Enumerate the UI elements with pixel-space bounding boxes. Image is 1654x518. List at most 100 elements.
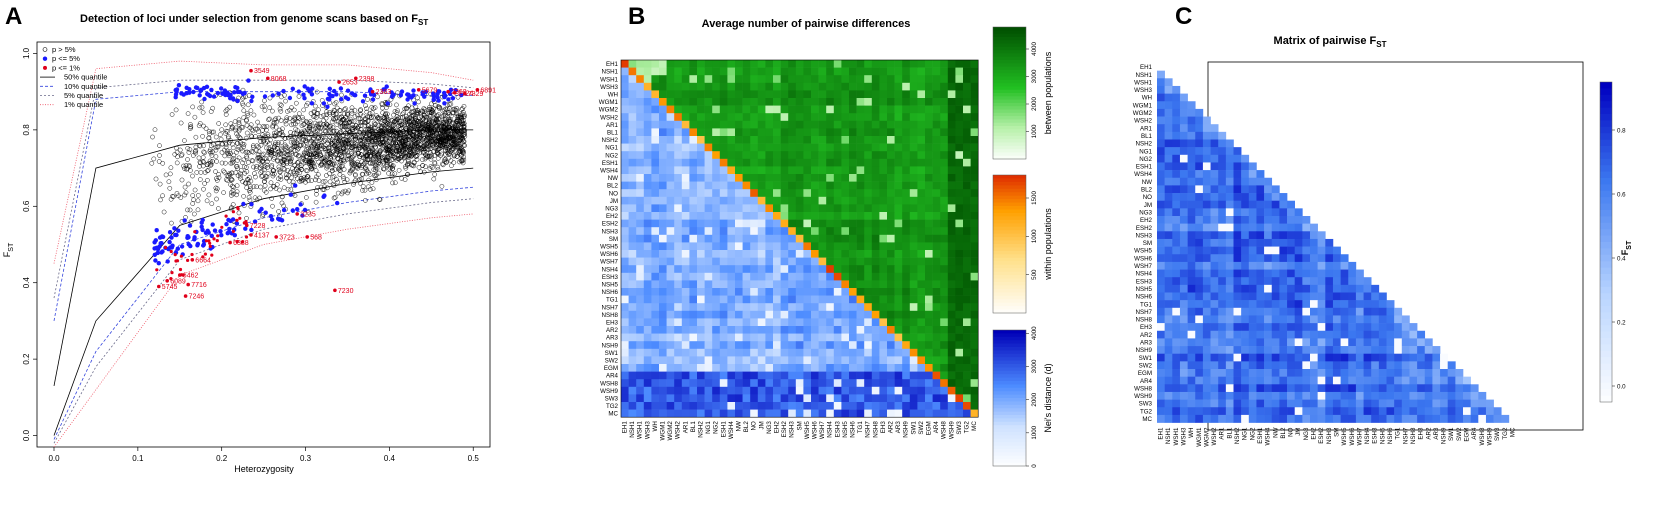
heatmap-cell [849, 341, 857, 350]
heatmap-cell [925, 234, 933, 243]
heatmap-cell [727, 204, 736, 213]
neutral-locus-point [234, 192, 239, 198]
heatmap-cell [818, 181, 827, 190]
heatmap-cell [674, 371, 683, 380]
heatmap-cell [757, 303, 766, 312]
neutral-locus-point [149, 160, 155, 166]
heatmap-cell [727, 318, 736, 327]
heatmap-cell [674, 280, 683, 289]
heatmap-cell [773, 303, 781, 312]
neutral-locus-point [208, 160, 214, 166]
neutral-locus-point [282, 167, 287, 173]
heatmap-cell [871, 280, 880, 289]
heatmap-cell [765, 288, 774, 296]
heatmap-cell [636, 189, 645, 198]
heatmap-cell [818, 326, 827, 334]
heatmap-cell [727, 98, 736, 106]
heatmap-cell [856, 98, 865, 106]
heatmap-cell [932, 120, 941, 129]
heatmap-cell [902, 333, 911, 342]
heatmap-cell [628, 174, 637, 182]
heatmap-cell [811, 204, 819, 213]
neutral-locus-point [335, 119, 341, 125]
heatmap-cell [811, 265, 819, 274]
outlier-1pct-point [208, 241, 212, 245]
heatmap-cell [750, 82, 759, 91]
neutral-locus-point [195, 207, 201, 213]
heatmap-cell [742, 151, 751, 160]
heatmap-cell [856, 90, 865, 99]
heatmap-cell [841, 120, 850, 129]
heatmap-cell [955, 113, 964, 122]
heatmap-cell [955, 227, 964, 236]
heatmap-cell [864, 189, 873, 198]
neutral-locus-point [197, 105, 203, 111]
heatmap-cell [742, 136, 751, 144]
heatmap-cell [902, 166, 911, 175]
heatmap-cell [643, 341, 652, 350]
x-tick-label: 0.1 [132, 454, 144, 463]
heatmap-cell [909, 196, 918, 205]
heatmap-cell [788, 333, 797, 342]
heatmap-cell [955, 288, 964, 296]
heatmap-cell [841, 227, 850, 236]
neutral-locus-point [233, 127, 238, 133]
heatmap-cell [932, 227, 941, 236]
heatmap-cell [757, 181, 766, 190]
heatmap-cell [856, 67, 865, 76]
heatmap-cell [628, 212, 637, 220]
heatmap-cell [963, 151, 971, 160]
neutral-locus-point [330, 125, 336, 131]
neutral-locus-point [317, 151, 322, 156]
neutral-locus-point [402, 106, 408, 112]
heatmap-cell [932, 341, 941, 350]
heatmap-cell [735, 204, 743, 213]
heatmap-cell [932, 189, 941, 198]
heatmap-cell [628, 295, 637, 304]
heatmap-cell [757, 120, 766, 129]
heatmap-cell [636, 333, 645, 342]
neutral-locus-point [329, 165, 335, 171]
heatmap-cell [879, 166, 888, 175]
heatmap-cell [735, 75, 743, 84]
heatmap-cell [727, 371, 736, 380]
heatmap-cell [628, 310, 637, 319]
heatmap-cell [735, 326, 743, 334]
neutral-locus-point [409, 105, 415, 111]
neutral-locus-point [195, 198, 201, 204]
heatmap-cell [727, 82, 736, 91]
heatmap-cell [742, 356, 751, 365]
neutral-locus-point [373, 167, 378, 173]
neutral-locus-point [362, 187, 368, 193]
neutral-locus-point [382, 123, 388, 129]
heatmap-cell [833, 189, 842, 198]
heatmap-cell [833, 288, 842, 296]
heatmap-cell [795, 234, 804, 243]
heatmap-cell [841, 379, 850, 388]
heatmap-cell [697, 120, 705, 129]
heatmap-cell [963, 98, 971, 106]
heatmap-cell [947, 356, 956, 365]
neutral-locus-point [176, 193, 181, 199]
heatmap-cell [833, 82, 842, 91]
heatmap-cell [902, 234, 911, 243]
heatmap-cell [712, 60, 721, 68]
neutral-locus-point [246, 194, 252, 200]
heatmap-cell [742, 364, 751, 372]
neutral-locus-point [201, 149, 207, 155]
heatmap-cell [826, 181, 835, 190]
heatmap-cell [826, 310, 835, 319]
heatmap-cell [773, 234, 781, 243]
outlier-5pct-point [200, 217, 205, 223]
neutral-locus-point [216, 121, 222, 126]
heatmap-cell [636, 386, 645, 395]
neutral-locus-point [213, 145, 219, 150]
neutral-locus-point [216, 206, 221, 211]
outlier-5pct-point [226, 92, 232, 97]
heatmap-cell [674, 310, 683, 319]
heatmap-cell [788, 371, 797, 380]
heatmap-cell [947, 120, 956, 129]
outlier-locus-label: 2398 [359, 76, 375, 83]
heatmap-cell [750, 280, 759, 289]
neutral-locus-point [265, 171, 271, 176]
